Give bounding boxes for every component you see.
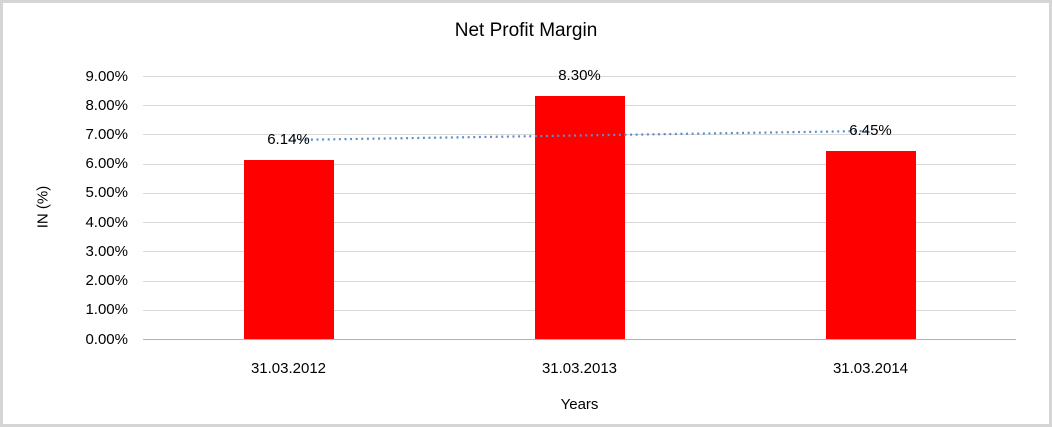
plot-area: 6.14% 8.30% 6.45%	[143, 67, 1016, 340]
y-tick-label: 8.00%	[85, 96, 128, 114]
x-axis-title: Years	[560, 396, 599, 413]
y-tick-label: 3.00%	[85, 242, 128, 260]
y-tick-label: 2.00%	[85, 272, 128, 290]
y-tick-label: 6.00%	[85, 155, 128, 173]
category-label: 31.03.2013	[541, 360, 618, 377]
y-tick-label: 4.00%	[85, 213, 128, 231]
y-tick-label: 1.00%	[85, 301, 128, 319]
gridline	[143, 76, 1016, 77]
y-axis-title: IN (%)	[34, 185, 52, 229]
y-axis-tick-labels: 9.00% 8.00% 7.00% 6.00% 5.00% 4.00% 3.00% 2.00%…	[3, 68, 128, 348]
bar-data-label: 6.45%	[849, 121, 892, 139]
bar-data-label: 6.14%	[267, 130, 310, 148]
y-tick-label: 0.00%	[85, 330, 128, 348]
category-label: 31.03.2014	[832, 360, 909, 377]
x-axis-category-labels: 31.03.2012 31.03.2013 31.03.2014	[143, 359, 1016, 379]
y-tick-label: 9.00%	[85, 67, 128, 85]
bar-data-label: 8.30%	[558, 67, 601, 85]
category-label: 31.03.2012	[250, 360, 327, 377]
x-axis-line	[143, 339, 1016, 340]
bar-31.03.2013	[534, 96, 625, 339]
y-tick-label: 7.00%	[85, 125, 128, 143]
bar-31.03.2014	[825, 150, 916, 339]
bar-31.03.2012	[243, 159, 334, 339]
y-tick-label: 5.00%	[85, 184, 128, 202]
chart-title: Net Profit Margin	[454, 20, 598, 41]
